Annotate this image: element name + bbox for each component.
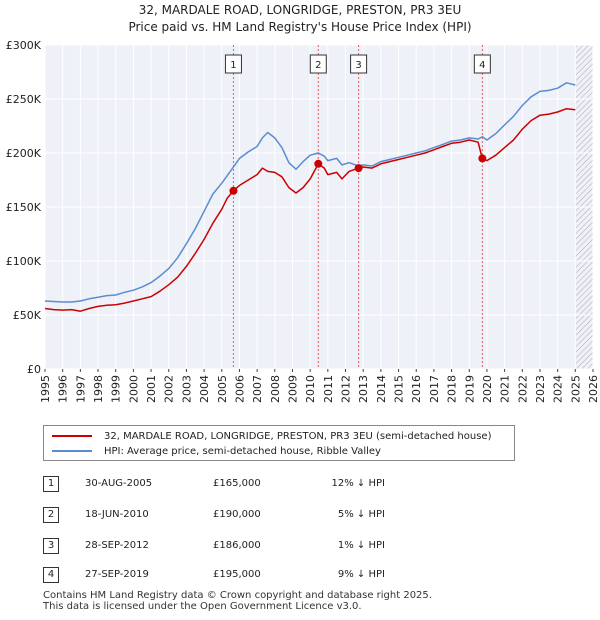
transaction-hpi-diff: 1% ↓ HPI [337,540,385,551]
transaction-label: 2 [309,54,327,74]
transaction-label: 1 [224,54,242,74]
transaction-label: 4 [473,54,491,74]
transaction-label-box [224,54,242,74]
x-tick-label: 2016 [410,375,423,403]
transaction-number: 1 [43,476,59,492]
transaction-number: 2 [43,507,59,523]
x-tick-label: 2006 [233,375,246,403]
footer: Contains HM Land Registry data © Crown c… [43,590,432,612]
x-tick-label: 1995 [39,375,52,403]
sale-marker [354,164,363,173]
transaction-label-text: 1 [230,60,236,71]
transaction-date: 18-JUN-2010 [85,509,149,520]
sale-marker [229,186,238,195]
transaction-date: 28-SEP-2012 [85,540,149,551]
x-tick-label: 2012 [340,375,353,403]
transaction-number: 3 [43,538,59,554]
x-tick-label: 2008 [269,375,282,403]
table-row: 4 27-SEP-2019 £195,000 9% ↓ HPI [43,567,443,585]
transaction-hpi-diff: 5% ↓ HPI [337,509,385,520]
x-tick-label: 2025 [569,375,582,403]
x-tick-label: 1999 [110,375,123,403]
transaction-date: 27-SEP-2019 [85,569,149,580]
chart-title: 32, MARDALE ROAD, LONGRIDGE, PRESTON, PR… [139,3,462,17]
sale-marker [314,159,323,168]
transaction-hpi-diff: 12% ↓ HPI [331,478,385,489]
legend-label-property: 32, MARDALE ROAD, LONGRIDGE, PRESTON, PR… [104,431,492,442]
x-tick-label: 2018 [446,375,459,403]
transaction-label-text: 4 [479,60,485,71]
x-tick-label: 2015 [393,375,406,403]
legend-item-property: 32, MARDALE ROAD, LONGRIDGE, PRESTON, PR… [52,431,492,442]
x-tick-label: 2004 [198,375,211,403]
x-tick-label: 1998 [92,375,105,403]
transaction-label-box [309,54,327,74]
legend-label-hpi: HPI: Average price, semi-detached house,… [104,446,381,457]
x-tick-label: 2022 [516,375,529,403]
table-row: 3 28-SEP-2012 £186,000 1% ↓ HPI [43,538,443,556]
y-tick-label: £250K [6,93,42,106]
transaction-price: £186,000 [213,540,261,551]
y-tick-label: £50K [13,309,42,322]
transaction-label-box [350,54,368,74]
transaction-price: £165,000 [213,478,261,489]
x-tick-label: 2002 [163,375,176,403]
x-tick-label: 2005 [216,375,229,403]
table-row: 1 30-AUG-2005 £165,000 12% ↓ HPI [43,476,443,494]
table-row: 2 18-JUN-2010 £190,000 5% ↓ HPI [43,507,443,525]
transaction-label-text: 3 [355,60,361,71]
transaction-price: £190,000 [213,509,261,520]
x-tick-label: 2023 [534,375,547,403]
transaction-label-box [473,54,491,74]
x-tick-label: 2010 [304,375,317,403]
transaction-label-text: 2 [315,60,321,71]
x-tick-label: 2011 [322,375,335,403]
y-tick-label: £200K [6,147,42,160]
x-tick-label: 2020 [481,375,494,403]
chart-subtitle: Price paid vs. HM Land Registry's House … [128,20,471,34]
transaction-price: £195,000 [213,569,261,580]
transaction-hpi-diff: 9% ↓ HPI [337,569,385,580]
x-tick-label: 2014 [375,375,388,403]
x-tick-label: 2001 [145,375,158,403]
footer-copyright: Contains HM Land Registry data © Crown c… [43,590,432,601]
x-tick-label: 1997 [74,375,87,403]
x-tick-label: 2021 [499,375,512,403]
x-tick-label: 2024 [552,375,565,403]
y-tick-label: £150K [6,201,42,214]
x-tick-label: 1996 [57,375,70,403]
x-tick-label: 2007 [251,375,264,403]
y-tick-label: £300K [6,39,42,52]
x-tick-label: 2026 [587,375,600,403]
y-tick-label: £0 [27,363,41,376]
x-tick-label: 2013 [357,375,370,403]
series-line-hpi [44,82,576,303]
x-tick-label: 2017 [428,375,441,403]
transaction-label: 3 [350,54,368,74]
x-tick-label: 2000 [127,375,140,403]
legend: 32, MARDALE ROAD, LONGRIDGE, PRESTON, PR… [43,425,515,461]
legend-swatch-hpi [52,450,92,452]
legend-swatch-property [52,435,92,437]
x-tick-label: 2003 [180,375,193,403]
chart: 32, MARDALE ROAD, LONGRIDGE, PRESTON, PR… [6,3,600,403]
transaction-date: 30-AUG-2005 [85,478,153,489]
y-tick-label: £100K [6,255,42,268]
footer-licence: This data is licensed under the Open Gov… [43,601,362,612]
transaction-number: 4 [43,567,59,583]
x-tick-label: 2009 [286,375,299,403]
sale-marker [478,154,487,163]
x-tick-label: 2019 [463,375,476,403]
legend-item-hpi: HPI: Average price, semi-detached house,… [52,446,381,457]
